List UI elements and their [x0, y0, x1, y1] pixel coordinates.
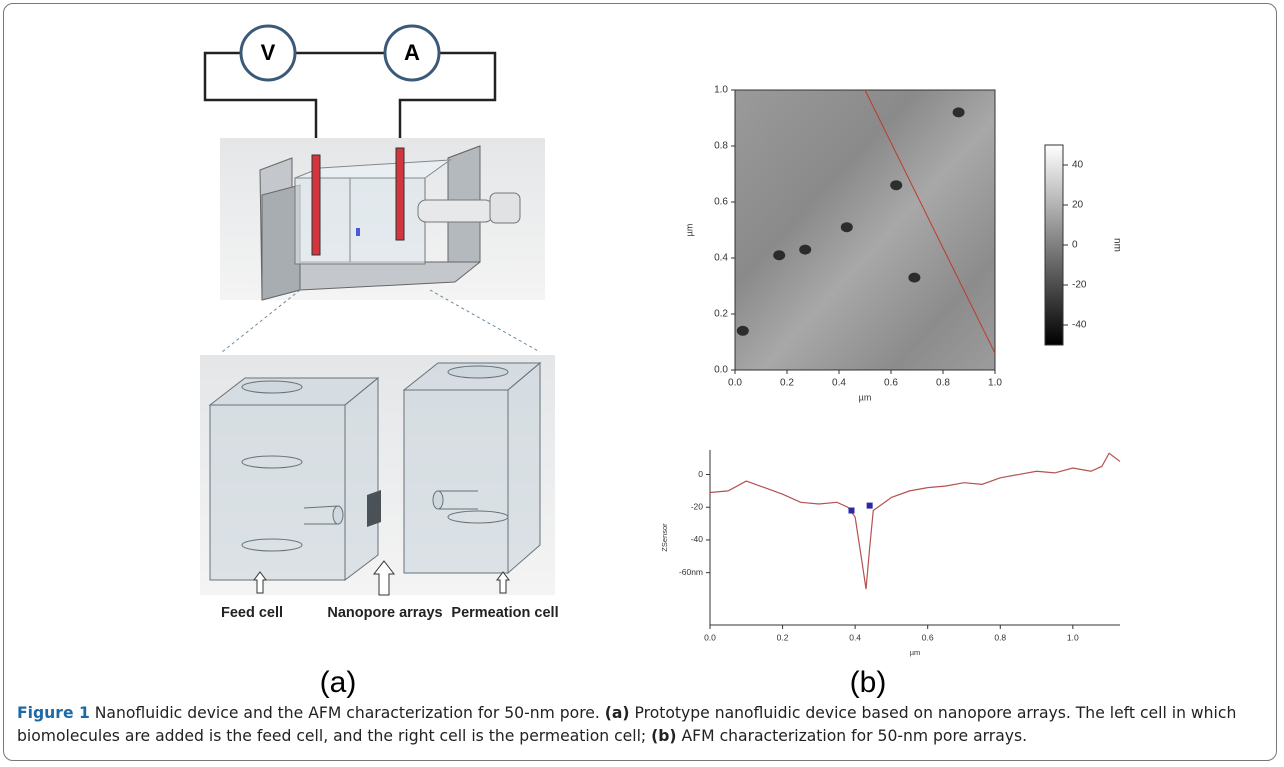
caption-text: AFM characterization for 50-nm pore arra…: [677, 727, 1028, 745]
figure-page: V A Fee: [0, 0, 1284, 767]
pore-spot: [890, 180, 902, 190]
caption-tag: (a): [605, 704, 630, 722]
colorbar-tick-label: -20: [1072, 280, 1087, 291]
y-tick-label: -20: [691, 501, 704, 511]
y-tick-label: -40: [691, 534, 704, 544]
x-axis-label: µm: [859, 392, 872, 402]
y-tick-label: 0.8: [714, 141, 728, 152]
colorbar-tick-label: 0: [1072, 240, 1078, 251]
cell-label: Permeation cell: [451, 605, 558, 621]
profile-marker: [849, 508, 855, 514]
cell-label: Nanopore arrays: [327, 605, 442, 621]
y-tick-label: 0.2: [714, 309, 728, 320]
meter-label: V: [261, 40, 276, 65]
nanopore-chip: [367, 490, 381, 527]
colorbar-tick-label: 40: [1072, 160, 1084, 171]
x-tick-label: 1.0: [1067, 632, 1079, 642]
pore-spot: [799, 245, 811, 255]
figure: V A Fee: [0, 0, 1284, 767]
x-tick-label: 0.2: [777, 632, 789, 642]
y-axis-label: µm: [684, 224, 694, 237]
meter-label: A: [404, 40, 420, 65]
x-tick-label: 0.4: [849, 632, 861, 642]
afm-image: [735, 90, 995, 370]
pore-spot: [908, 273, 920, 283]
colorbar-label: nm: [1111, 238, 1122, 252]
colorbar-tick-label: -40: [1072, 320, 1087, 331]
profile-line: [710, 453, 1120, 589]
x-tick-label: 0.8: [936, 378, 950, 389]
x-axis-label: µm: [910, 648, 921, 657]
x-tick-label: 0.6: [922, 632, 934, 642]
panel-tag: (a): [320, 666, 357, 699]
y-tick-label: 0.4: [714, 253, 728, 264]
x-tick-label: 0.0: [728, 378, 742, 389]
y-axis-label: ZSensor: [660, 523, 669, 552]
x-tick-label: 0.4: [832, 378, 846, 389]
y-tick-label: 1.0: [714, 85, 728, 96]
colorbar: [1045, 145, 1063, 345]
pore-spot: [953, 107, 965, 117]
panel-tag: (b): [850, 666, 887, 699]
x-tick-label: 0.6: [884, 378, 898, 389]
pore-spot: [737, 326, 749, 336]
profile-marker: [867, 503, 873, 509]
figure-caption: Figure 1 Nanofluidic device and the AFM …: [17, 702, 1272, 748]
y-tick-label: 0.0: [714, 365, 728, 376]
inset-cells: [210, 363, 540, 580]
colorbar-tick-label: 20: [1072, 200, 1084, 211]
y-tick-label: -60nm: [679, 567, 703, 577]
y-tick-label: 0: [698, 469, 703, 479]
pore-spot: [841, 222, 853, 232]
x-tick-label: 1.0: [988, 378, 1002, 389]
caption-tag: (b): [651, 727, 676, 745]
cell-label: Feed cell: [221, 605, 283, 621]
caption-text: Nanofluidic device and the AFM character…: [90, 704, 605, 722]
x-tick-label: 0.8: [994, 632, 1006, 642]
y-tick-label: 0.6: [714, 197, 728, 208]
caption-label: Figure 1: [17, 704, 90, 722]
pore-spot: [773, 250, 785, 260]
x-tick-label: 0.2: [780, 378, 794, 389]
x-tick-label: 0.0: [704, 632, 716, 642]
